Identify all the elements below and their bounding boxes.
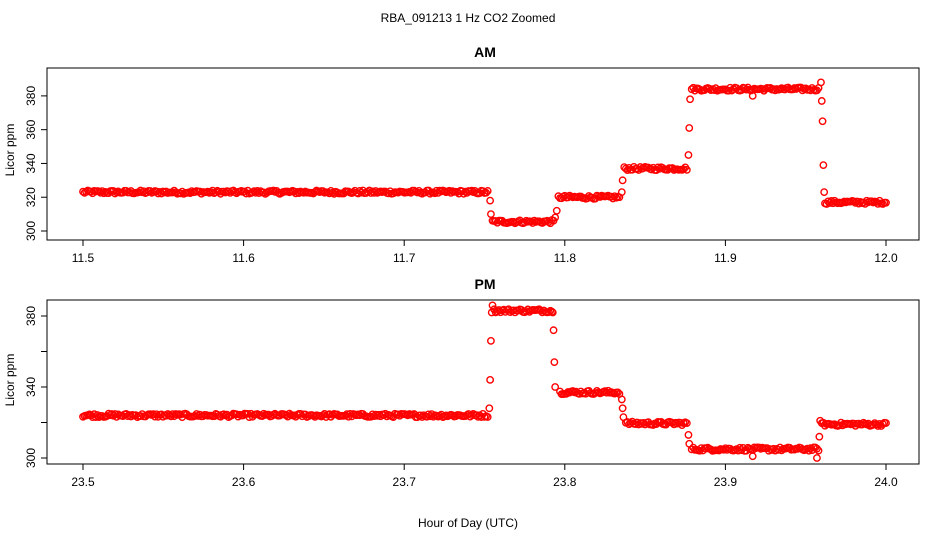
- am-y-tick-label: 300: [24, 221, 38, 241]
- pm-data-point: [685, 439, 694, 448]
- pm-data-point: [813, 444, 821, 453]
- pm-x-tick-label: 23.5: [71, 475, 95, 489]
- pm-x-tick-label: 23.9: [714, 475, 738, 489]
- am-x-tick-label: 12.0: [874, 251, 898, 265]
- pm-x-tick-label: 24.0: [874, 475, 898, 489]
- pm-data-point: [551, 383, 560, 391]
- pm-data-point: [682, 419, 691, 428]
- am-y-tick-label: 360: [24, 119, 38, 139]
- pm-y-axis-label: Licor ppm: [3, 354, 17, 407]
- pm-data-point: [487, 308, 496, 317]
- am-panel-title: AM: [474, 44, 496, 60]
- am-data-point: [817, 97, 826, 105]
- pm-data-point: [748, 452, 757, 461]
- am-data-point: [820, 188, 829, 197]
- am-data-point: [483, 187, 492, 195]
- pm-x-tick-label: 23.8: [553, 475, 577, 489]
- pm-x-axis: 23.5 23.6 23.7 23.8 23.9 24.0: [71, 464, 898, 489]
- pm-data-point: [550, 358, 559, 367]
- am-data-point: [617, 188, 626, 197]
- pm-plot-frame: [46, 299, 920, 465]
- pm-data-point: [617, 395, 626, 404]
- pm-data-point: [816, 416, 825, 425]
- am-x-tick-label: 11.9: [714, 251, 737, 265]
- pm-data-point: [815, 432, 824, 441]
- am-data-point: [740, 84, 749, 93]
- pm-y-tick-label: 340: [24, 377, 38, 397]
- am-y-tick-label: 320: [24, 187, 38, 207]
- pm-data-point: [874, 422, 882, 430]
- am-x-tick-label: 11.6: [232, 251, 255, 265]
- am-x-tick-label: 11.8: [554, 251, 577, 265]
- am-data-point: [487, 210, 495, 219]
- am-plot-frame: [46, 67, 920, 241]
- x-axis-label: Hour of Day (UTC): [418, 516, 518, 530]
- pm-data-point: [486, 375, 495, 384]
- am-data-point: [682, 165, 691, 174]
- am-data-point: [685, 124, 694, 132]
- pm-data-point: [613, 388, 622, 397]
- am-data-point: [679, 165, 688, 174]
- pm-data-point: [485, 404, 494, 413]
- am-data-point: [817, 78, 825, 87]
- am-data-point: [618, 176, 627, 185]
- am-data-point: [771, 86, 780, 95]
- am-y-tick-label: 380: [24, 86, 38, 106]
- am-data-point: [748, 91, 757, 100]
- pm-y-tick-label: 300: [24, 448, 38, 468]
- pm-data-point: [488, 301, 497, 310]
- pm-data-points: [79, 301, 890, 462]
- am-data-point: [882, 198, 890, 207]
- pm-data-point: [813, 454, 821, 462]
- pm-data-point: [483, 413, 492, 421]
- pm-data-point: [487, 336, 495, 345]
- pm-x-tick-label: 23.7: [393, 475, 417, 489]
- am-data-point: [551, 213, 560, 222]
- am-x-tick-label: 11.5: [72, 251, 95, 265]
- pm-data-point: [259, 409, 268, 418]
- pm-panel-title: PM: [475, 276, 496, 292]
- am-data-point: [486, 196, 495, 205]
- pm-data-point: [684, 431, 693, 439]
- am-data-point: [552, 206, 561, 215]
- am-x-axis: 11.5 11.6 11.7 11.8 11.9 12.0: [72, 240, 898, 265]
- am-panel: AM Licor ppm 11.5 11.6 11.7 11.8 11.9 12.0 30…: [3, 44, 920, 265]
- pm-data-point: [418, 413, 427, 421]
- pm-data-point: [882, 419, 890, 427]
- am-data-point: [819, 161, 828, 170]
- pm-data-point: [618, 404, 627, 413]
- am-data-point: [686, 95, 694, 104]
- am-y-axis-label: Licor ppm: [3, 124, 17, 177]
- am-x-tick-label: 11.7: [393, 251, 416, 265]
- pm-data-point: [548, 308, 557, 317]
- pm-data-point: [544, 308, 553, 316]
- figure-title: RBA_091213 1 Hz CO2 Zoomed: [381, 11, 556, 25]
- pm-y-axis: 300 340 380: [24, 306, 47, 468]
- pm-y-tick-label: 380: [24, 306, 38, 326]
- am-data-point: [482, 188, 491, 197]
- am-data-points: [79, 78, 890, 228]
- am-data-point: [818, 117, 827, 126]
- pm-data-point: [814, 446, 823, 455]
- pm-data-point: [549, 326, 558, 335]
- am-y-tick-label: 340: [24, 153, 38, 173]
- pm-data-point: [619, 413, 628, 422]
- am-data-point: [867, 197, 876, 206]
- am-data-point: [684, 151, 693, 159]
- pm-panel: PM Licor ppm 23.5 23.6 23.7 23.8 23.9 24.0 30…: [3, 276, 920, 489]
- am-y-axis: 300 320 340 360 380: [24, 86, 47, 241]
- am-data-point: [610, 192, 619, 201]
- pm-x-tick-label: 23.6: [232, 475, 256, 489]
